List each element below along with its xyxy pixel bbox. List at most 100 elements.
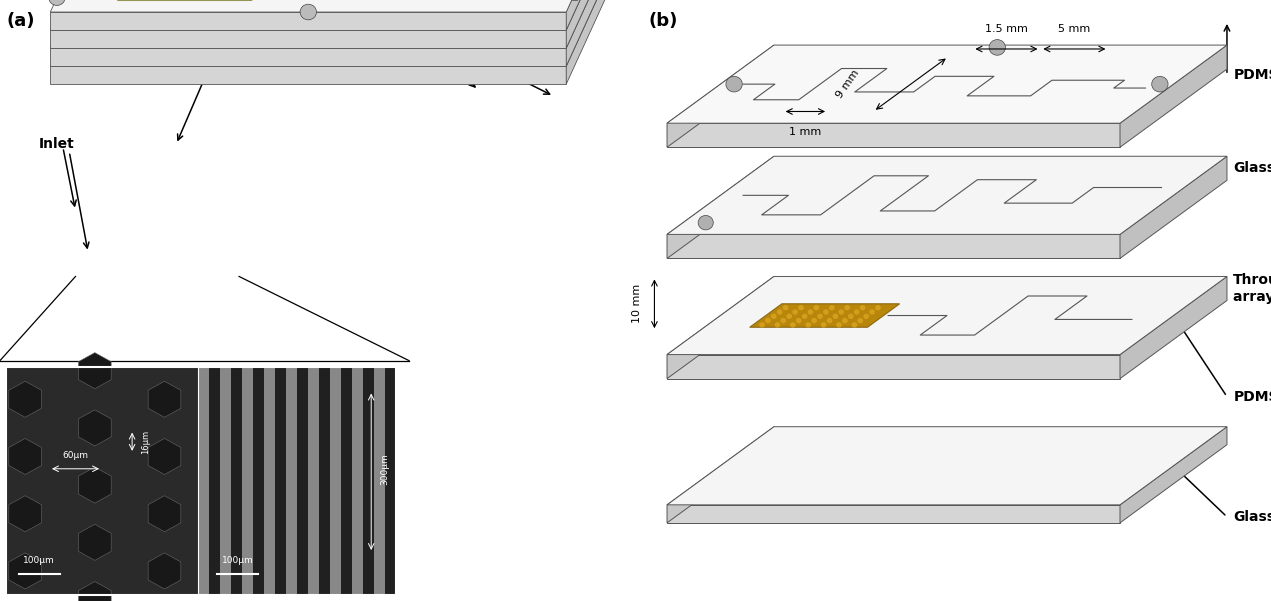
Circle shape — [726, 76, 742, 92]
Text: 60μm: 60μm — [62, 451, 89, 460]
Bar — [309, 367, 319, 595]
Text: Through-hole
array chip: Through-hole array chip — [1233, 273, 1271, 304]
Circle shape — [833, 314, 838, 319]
Circle shape — [989, 40, 1005, 55]
Polygon shape — [51, 12, 566, 30]
Polygon shape — [667, 156, 1227, 234]
Text: (b): (b) — [648, 12, 677, 30]
Circle shape — [844, 305, 850, 310]
Circle shape — [863, 314, 869, 319]
Polygon shape — [51, 30, 566, 48]
Bar — [220, 367, 231, 595]
Circle shape — [300, 4, 316, 20]
Circle shape — [774, 322, 780, 328]
Bar — [276, 367, 286, 595]
Circle shape — [792, 310, 798, 315]
Text: Glass: Glass — [1233, 510, 1271, 524]
Bar — [6, 367, 397, 595]
Polygon shape — [9, 496, 42, 532]
Bar — [319, 367, 330, 595]
Polygon shape — [79, 467, 111, 503]
Bar — [330, 367, 342, 595]
Polygon shape — [1120, 156, 1227, 258]
Polygon shape — [149, 553, 180, 589]
Circle shape — [806, 322, 811, 328]
Polygon shape — [566, 0, 610, 66]
Polygon shape — [667, 156, 774, 258]
Circle shape — [843, 318, 848, 323]
Bar — [243, 367, 253, 595]
Polygon shape — [667, 427, 1227, 505]
Text: 10 mm: 10 mm — [632, 284, 642, 323]
Circle shape — [698, 215, 713, 230]
Circle shape — [567, 0, 583, 1]
Bar — [264, 367, 276, 595]
Polygon shape — [667, 355, 1120, 379]
Circle shape — [858, 318, 863, 323]
Circle shape — [1152, 76, 1168, 92]
Bar — [210, 367, 220, 595]
Circle shape — [869, 310, 874, 315]
Circle shape — [829, 305, 835, 310]
Polygon shape — [750, 304, 900, 327]
Circle shape — [759, 322, 765, 328]
Text: PDMS: PDMS — [1233, 389, 1271, 404]
Text: Inlet: Inlet — [38, 137, 75, 151]
Circle shape — [852, 322, 857, 328]
Bar — [385, 367, 397, 595]
Polygon shape — [149, 381, 180, 417]
Text: Glass: Glass — [1233, 161, 1271, 175]
Polygon shape — [667, 123, 1120, 147]
Polygon shape — [9, 381, 42, 417]
Bar — [198, 367, 210, 595]
Polygon shape — [51, 48, 566, 66]
Text: 100μm: 100μm — [221, 556, 253, 565]
Circle shape — [771, 314, 777, 319]
Polygon shape — [51, 0, 610, 48]
Polygon shape — [667, 276, 1227, 355]
Text: 1.5 mm: 1.5 mm — [985, 24, 1028, 34]
Polygon shape — [79, 353, 111, 389]
Circle shape — [848, 314, 854, 319]
Circle shape — [798, 305, 803, 310]
Circle shape — [807, 310, 813, 315]
Bar — [352, 367, 364, 595]
Polygon shape — [1120, 427, 1227, 523]
Bar — [342, 367, 352, 595]
Polygon shape — [149, 439, 180, 475]
Bar — [286, 367, 297, 595]
Text: 5 mm: 5 mm — [1059, 24, 1091, 34]
Text: Outlet: Outlet — [397, 20, 446, 34]
Polygon shape — [9, 553, 42, 589]
Polygon shape — [51, 66, 566, 84]
Circle shape — [821, 322, 826, 328]
Polygon shape — [667, 45, 774, 147]
Circle shape — [876, 305, 881, 310]
Bar — [253, 367, 264, 595]
Polygon shape — [79, 524, 111, 560]
Circle shape — [780, 318, 787, 323]
Circle shape — [817, 314, 822, 319]
Circle shape — [796, 318, 802, 323]
Circle shape — [787, 314, 792, 319]
Circle shape — [859, 305, 866, 310]
Text: 1 mm: 1 mm — [789, 127, 821, 136]
Circle shape — [783, 305, 788, 310]
Polygon shape — [566, 0, 610, 84]
Text: 16μm: 16μm — [141, 430, 150, 454]
Bar — [6, 367, 198, 595]
Polygon shape — [667, 427, 774, 523]
Bar — [364, 367, 375, 595]
Circle shape — [791, 322, 796, 328]
Polygon shape — [566, 0, 610, 30]
Circle shape — [824, 310, 829, 315]
Text: (a): (a) — [6, 12, 34, 30]
Bar — [297, 367, 309, 595]
Circle shape — [48, 0, 65, 5]
Polygon shape — [79, 410, 111, 446]
Circle shape — [839, 310, 844, 315]
Bar — [198, 367, 397, 595]
Bar — [231, 367, 243, 595]
Polygon shape — [667, 45, 1227, 123]
Circle shape — [826, 318, 833, 323]
